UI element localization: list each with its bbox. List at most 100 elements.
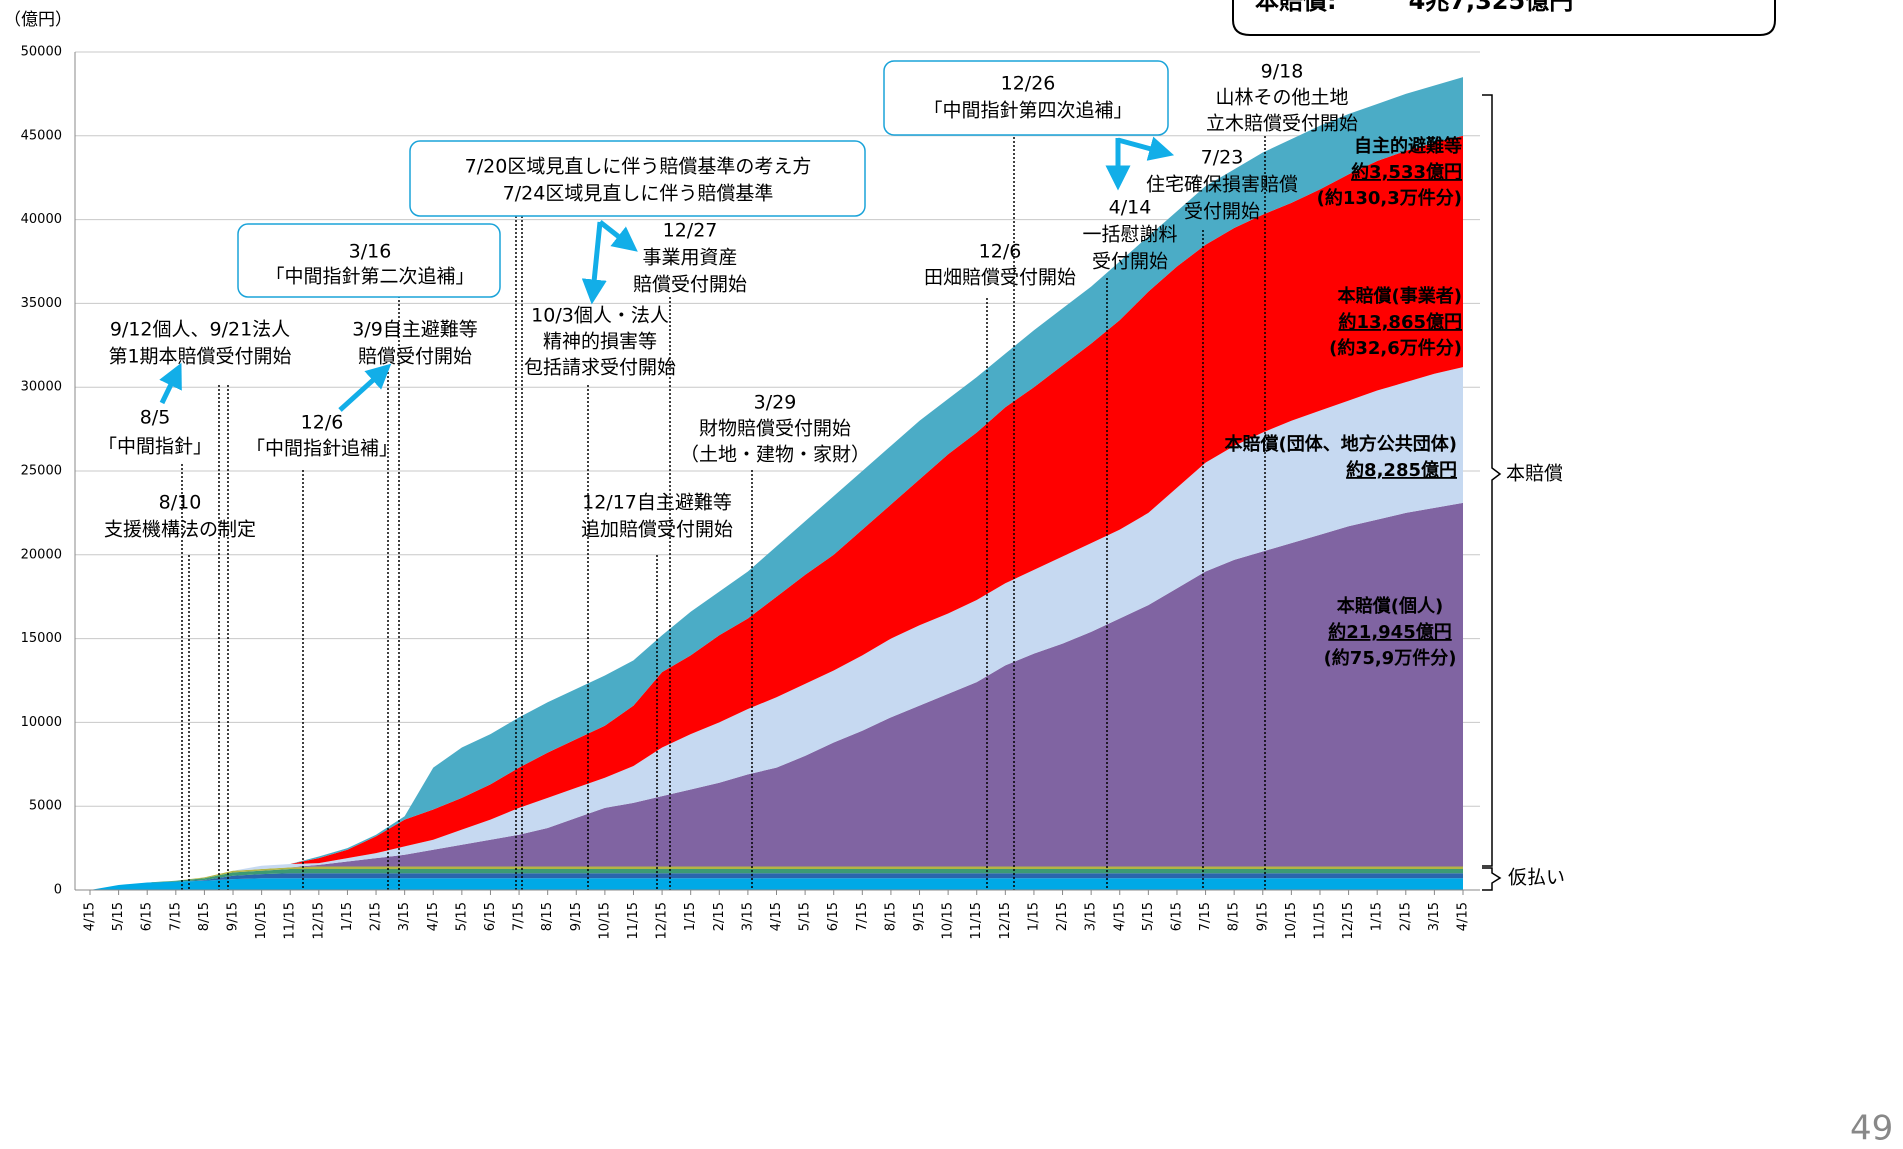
event-label: 第1期本賠償受付開始 bbox=[108, 346, 291, 368]
event-label: 受付開始 bbox=[1184, 201, 1260, 223]
x-tick-label: 11/15 bbox=[283, 902, 298, 939]
y-tick-label: 0 bbox=[54, 883, 62, 898]
x-tick-label: 4/15 bbox=[1112, 902, 1127, 931]
event-label: 賠償受付開始 bbox=[358, 346, 472, 368]
event-label: 7/20区域見直しに伴う賠償基準の考え方 bbox=[465, 156, 812, 178]
series-label: 本賠償(団体、地方公共団体) bbox=[1225, 433, 1457, 455]
note-box bbox=[1232, 0, 1776, 36]
event-label: 「中間指針」 bbox=[98, 436, 212, 458]
series-label: 約21,945億円 bbox=[1328, 621, 1451, 643]
bracket bbox=[1482, 94, 1502, 891]
arrow bbox=[338, 363, 392, 412]
series-label: 約8,285億円 bbox=[1346, 459, 1457, 481]
y-tick-label: 50000 bbox=[21, 45, 62, 60]
x-tick-label: 4/15 bbox=[426, 902, 441, 931]
y-tick-label: 30000 bbox=[21, 380, 62, 395]
bracket-label: 本賠償 bbox=[1506, 463, 1563, 485]
y-axis-label: （億円） bbox=[4, 10, 72, 30]
event-label: 7/24区域見直しに伴う賠償基準 bbox=[503, 183, 774, 205]
area bbox=[90, 502, 1463, 890]
x-tick-label: 1/15 bbox=[1370, 902, 1385, 931]
x-tick-label: 2/15 bbox=[712, 902, 727, 931]
x-tick-label: 1/15 bbox=[683, 902, 698, 931]
y-tick-label: 45000 bbox=[21, 128, 62, 143]
x-tick-label: 10/15 bbox=[254, 902, 269, 939]
x-tick-label: 6/15 bbox=[140, 902, 155, 931]
y-tick-label: 15000 bbox=[21, 631, 62, 646]
x-tick-label: 1/15 bbox=[1026, 902, 1041, 931]
series-label: 本賠償(個人) bbox=[1337, 595, 1443, 617]
x-tick-label: 5/15 bbox=[454, 902, 469, 931]
arrow bbox=[159, 362, 182, 405]
x-tick-label: 3/15 bbox=[1084, 902, 1099, 931]
x-tick-label: 7/15 bbox=[1198, 902, 1213, 931]
event-label: 12/26 bbox=[1001, 73, 1056, 95]
series-label: 本賠償(事業者) bbox=[1338, 285, 1462, 307]
y-tick-label: 10000 bbox=[21, 715, 62, 730]
event-label: 財物賠償受付開始 bbox=[699, 418, 851, 440]
page-number: 49 bbox=[1850, 1109, 1893, 1146]
x-tick-label: 11/15 bbox=[626, 902, 641, 939]
x-tick-label: 4/15 bbox=[83, 902, 98, 931]
callout-box bbox=[883, 60, 1169, 136]
x-tick-label: 9/15 bbox=[226, 902, 241, 931]
top-note: 本賠償: 4兆7,325億円 bbox=[1255, 0, 1573, 15]
arrow bbox=[598, 220, 638, 252]
x-tick-label: 9/15 bbox=[569, 902, 584, 931]
series-label: 約3,533億円 bbox=[1351, 161, 1462, 183]
areas bbox=[74, 51, 1480, 891]
event-label: 追加賠償受付開始 bbox=[581, 519, 733, 541]
x-tick-label: 6/15 bbox=[483, 902, 498, 931]
x-tick-label: 3/15 bbox=[1427, 902, 1442, 931]
event-label: 一括慰謝料 bbox=[1082, 224, 1177, 246]
x-tick-label: 6/15 bbox=[1169, 902, 1184, 931]
x-tick-label: 4/15 bbox=[769, 902, 784, 931]
x-tick-label: 2/15 bbox=[369, 902, 384, 931]
event-label: 3/16 bbox=[349, 241, 392, 263]
y-tick-label: 40000 bbox=[21, 212, 62, 227]
event-label: 12/27 bbox=[663, 220, 718, 242]
x-tick-label: 8/15 bbox=[540, 902, 555, 931]
event-label: 8/5 bbox=[140, 407, 171, 429]
x-tick-label: 2/15 bbox=[1055, 902, 1070, 931]
arrow bbox=[581, 221, 607, 305]
series-label: (約130,3万件分) bbox=[1317, 187, 1462, 209]
x-tick-label: 12/15 bbox=[311, 902, 326, 939]
callout-box bbox=[237, 223, 501, 298]
x-tick-label: 12/15 bbox=[998, 902, 1013, 939]
x-tick-label: 11/15 bbox=[969, 902, 984, 939]
x-tick-label: 2/15 bbox=[1398, 902, 1413, 931]
x-tick-label: 5/15 bbox=[798, 902, 813, 931]
x-tick-label: 11/15 bbox=[1312, 902, 1327, 939]
event-label: 包括請求受付開始 bbox=[524, 357, 676, 379]
event-label: 3/9自主避難等 bbox=[352, 319, 478, 341]
x-tick-label: 12/15 bbox=[1341, 902, 1356, 939]
event-label: 7/23 bbox=[1201, 147, 1244, 169]
area bbox=[90, 367, 1463, 890]
x-tick-label: 7/15 bbox=[855, 902, 870, 931]
event-label: 精神的損害等 bbox=[543, 331, 657, 353]
series-label: (約32,6万件分) bbox=[1329, 337, 1462, 359]
event-label: 支援機構法の制定 bbox=[104, 519, 256, 541]
event-label: 賠償受付開始 bbox=[633, 274, 747, 296]
event-label: 12/6 bbox=[979, 241, 1022, 263]
event-label: 9/12個人、9/21法人 bbox=[110, 319, 290, 341]
event-label: 8/10 bbox=[159, 492, 202, 514]
event-label: 「中間指針第二次追補」 bbox=[265, 266, 474, 288]
area bbox=[90, 866, 1463, 890]
x-tick-label: 12/15 bbox=[655, 902, 670, 939]
x-tick-label: 9/15 bbox=[1255, 902, 1270, 931]
series-label: 自主的避難等 bbox=[1354, 135, 1462, 157]
x-tick-label: 9/15 bbox=[912, 902, 927, 931]
event-label: 田畑賠償受付開始 bbox=[924, 267, 1076, 289]
x-tick-label: 7/15 bbox=[168, 902, 183, 931]
event-label: 10/3個人・法人 bbox=[531, 305, 669, 327]
area bbox=[90, 873, 1463, 890]
x-tick-label: 7/15 bbox=[512, 902, 527, 931]
event-label: 12/6 bbox=[301, 412, 344, 434]
layout: 8/5 「中間指針」 8/10 支援機構法の制定 9/12個人、9/21法人第1期本賠償… bbox=[98, 60, 1462, 890]
area bbox=[90, 77, 1463, 890]
bracket-label: 仮払い bbox=[1508, 867, 1565, 889]
area bbox=[90, 869, 1463, 890]
